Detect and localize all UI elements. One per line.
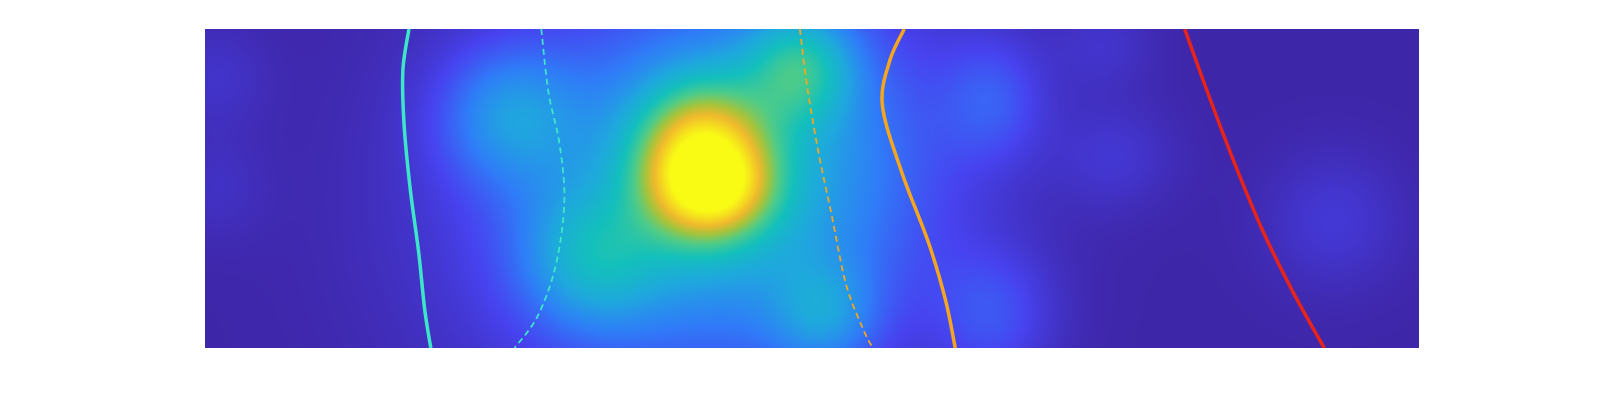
curve-group xyxy=(400,29,1326,348)
series-line-1 xyxy=(400,29,433,348)
series-line-2 xyxy=(513,29,566,348)
series-line-5 xyxy=(1183,29,1326,348)
heatmap-image xyxy=(205,29,1419,348)
series-line-4 xyxy=(880,29,957,348)
plot-area xyxy=(205,29,1419,348)
